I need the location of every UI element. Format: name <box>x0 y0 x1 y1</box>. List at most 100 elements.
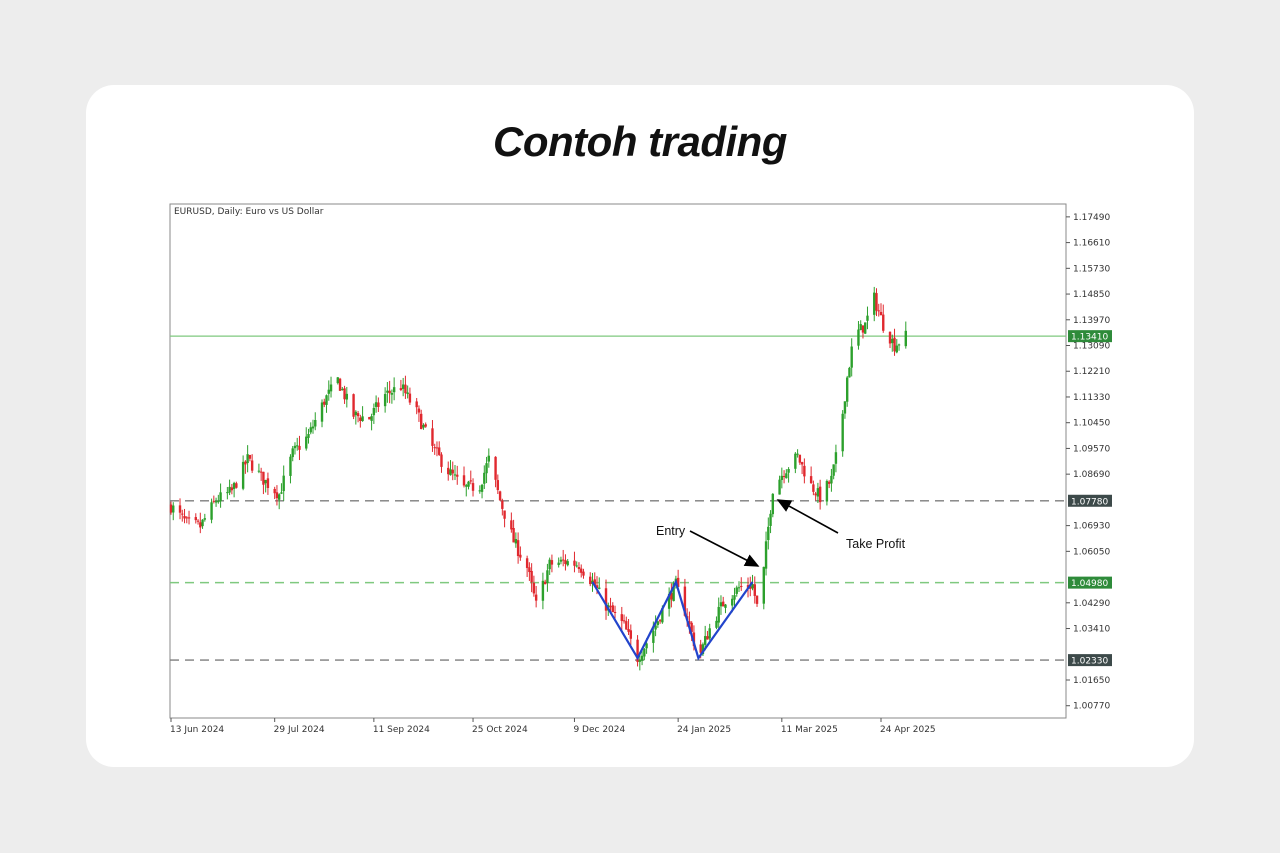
candle <box>559 556 563 565</box>
candle <box>235 481 238 489</box>
price-tag-box <box>1068 654 1112 667</box>
candle <box>469 470 472 485</box>
candle <box>248 454 252 462</box>
candle <box>627 619 630 635</box>
candle <box>273 486 276 500</box>
y-tick-label: 1.08690 <box>1073 470 1110 480</box>
page-title: Contoh trading <box>493 118 787 165</box>
double-bottom-pattern <box>591 579 754 661</box>
candle <box>250 454 254 474</box>
candle <box>620 606 623 631</box>
y-tick-label: 1.12210 <box>1073 367 1110 377</box>
candle <box>372 403 376 424</box>
candle <box>532 575 536 597</box>
candle <box>471 478 475 497</box>
candle <box>654 615 657 637</box>
candle <box>530 563 533 593</box>
x-tick-label: 25 Oct 2024 <box>472 725 528 735</box>
candle <box>798 454 802 465</box>
x-tick-label: 24 Jan 2025 <box>677 725 731 735</box>
candle <box>510 512 513 533</box>
price-axis: 1.17490 1.16610 1.15730 1.14850 1.13970 1.130… <box>1066 213 1110 712</box>
candle <box>356 410 360 423</box>
candle <box>496 474 500 495</box>
candle <box>480 483 484 499</box>
candle <box>415 397 418 415</box>
candle <box>291 445 294 462</box>
price-tag-box <box>1068 494 1112 507</box>
candle <box>264 479 267 493</box>
candle <box>733 587 736 608</box>
candle <box>891 334 894 352</box>
y-tick-label: 1.13970 <box>1073 316 1110 326</box>
candle <box>433 443 436 455</box>
y-tick-label: 1.04290 <box>1073 599 1110 609</box>
candle <box>564 554 567 571</box>
candle <box>478 485 481 494</box>
candle <box>866 306 869 330</box>
candle <box>882 304 885 333</box>
candle <box>210 498 213 524</box>
candle <box>419 409 423 430</box>
y-tick-label: 1.06050 <box>1073 547 1110 557</box>
candle <box>512 519 515 543</box>
x-tick-label: 29 Jul 2024 <box>274 725 325 735</box>
candle <box>440 452 443 473</box>
candle <box>230 484 234 495</box>
candle <box>212 495 216 504</box>
candle <box>187 510 191 525</box>
candle <box>598 577 601 590</box>
candle <box>778 475 781 495</box>
candle <box>861 325 865 339</box>
candle <box>390 389 394 404</box>
candle <box>875 288 878 317</box>
time-axis: 13 Jun 2024 29 Jul 2024 11 Sep 2024 25 Oct … <box>170 718 936 735</box>
symbol-label: EURUSD, Daily: Euro vs US Dollar <box>174 207 324 217</box>
candle <box>406 385 409 399</box>
candle <box>904 321 907 349</box>
candle <box>503 510 506 528</box>
candle <box>183 508 186 524</box>
price-tag-label: 1.07780 <box>1071 497 1108 507</box>
candle <box>383 387 387 413</box>
candle <box>241 455 245 491</box>
candle <box>845 375 849 407</box>
candle <box>658 618 662 624</box>
candle <box>392 377 396 401</box>
candle <box>408 387 412 405</box>
candle <box>895 339 898 354</box>
candle <box>796 449 799 458</box>
candle <box>388 380 391 404</box>
candle <box>401 377 405 397</box>
candle <box>543 579 547 585</box>
candle <box>501 498 504 516</box>
candle <box>864 322 867 335</box>
candle <box>178 498 182 520</box>
candle <box>341 386 344 391</box>
candle <box>701 642 705 656</box>
candle <box>226 486 229 500</box>
candle <box>422 423 425 430</box>
candle <box>438 441 441 456</box>
candle <box>767 517 770 550</box>
candle <box>262 471 265 495</box>
candle <box>643 648 646 661</box>
candle <box>228 479 231 496</box>
candle <box>888 331 892 349</box>
candle <box>320 399 324 428</box>
candle <box>483 465 486 489</box>
y-tick-label: 1.01650 <box>1073 676 1110 686</box>
y-tick-label: 1.13090 <box>1073 342 1110 352</box>
price-tags: 1.13410 1.07780 1.04980 1.02330 <box>1068 330 1112 667</box>
candle <box>848 366 851 378</box>
candle <box>561 549 565 567</box>
candle <box>259 467 263 481</box>
candle <box>755 595 759 607</box>
x-tick-label: 11 Mar 2025 <box>781 725 838 735</box>
candle <box>386 382 389 403</box>
candle <box>676 569 680 588</box>
candle <box>451 461 454 481</box>
candle <box>724 603 727 614</box>
candle <box>656 620 660 628</box>
candle <box>787 467 790 483</box>
